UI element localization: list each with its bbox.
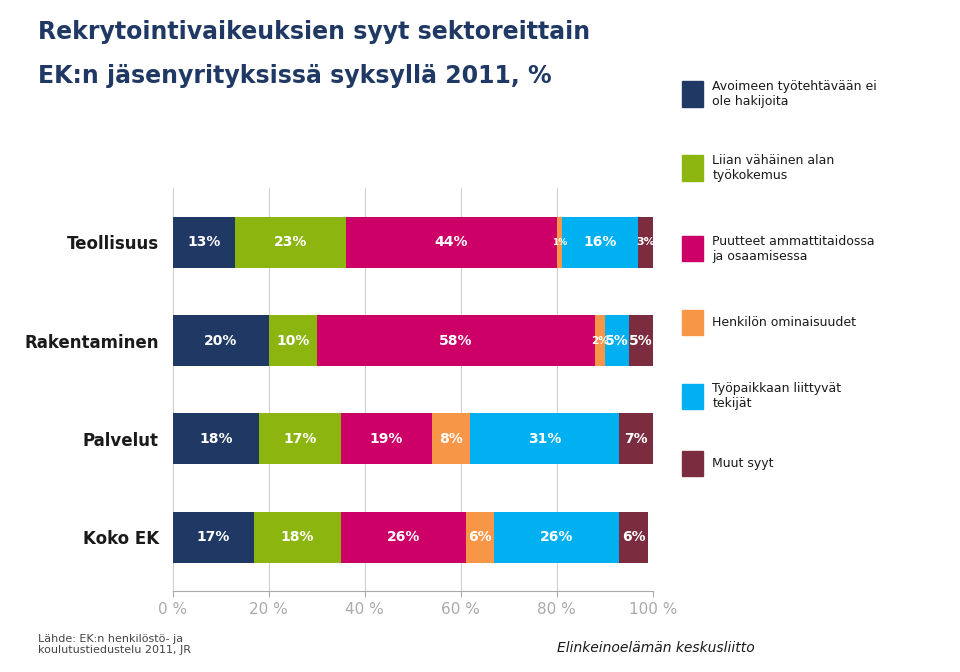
Text: 6%: 6% [468, 530, 492, 544]
Text: Avoimeen työtehtävään ei
ole hakijoita: Avoimeen työtehtävään ei ole hakijoita [712, 80, 877, 108]
Bar [605, 315, 629, 366]
Bar [254, 511, 341, 563]
Bar [619, 511, 648, 563]
Text: 18%: 18% [200, 432, 232, 446]
Text: Henkilön ominaisuudet: Henkilön ominaisuudet [712, 316, 856, 329]
Bar [341, 511, 466, 563]
Text: 23%: 23% [274, 235, 307, 249]
Bar [557, 216, 562, 268]
Bar [173, 315, 269, 366]
Text: 13%: 13% [187, 235, 221, 249]
Text: 2%: 2% [591, 335, 609, 345]
Bar [173, 216, 235, 268]
Text: EK:n jäsenyrityksissä syksyllä 2011, %: EK:n jäsenyrityksissä syksyllä 2011, % [38, 64, 552, 88]
Bar [619, 413, 653, 464]
Text: 1%: 1% [552, 238, 566, 247]
Bar [235, 216, 346, 268]
Text: 5%: 5% [605, 333, 629, 347]
Text: 8%: 8% [440, 432, 463, 446]
Text: 18%: 18% [281, 530, 314, 544]
Bar [629, 315, 653, 366]
Bar [341, 413, 432, 464]
Bar [173, 511, 254, 563]
Text: 44%: 44% [435, 235, 468, 249]
Text: Elinkeinoelämän keskusliitto: Elinkeinoelämän keskusliitto [557, 641, 755, 655]
Text: 16%: 16% [584, 235, 616, 249]
Text: Liian vähäinen alan
työkokemus: Liian vähäinen alan työkokemus [712, 154, 834, 182]
Bar [173, 413, 259, 464]
Bar [466, 511, 494, 563]
Bar [595, 315, 605, 366]
Text: 17%: 17% [283, 432, 317, 446]
Bar [259, 413, 341, 464]
Text: Muut syyt: Muut syyt [712, 457, 774, 470]
Text: 3%: 3% [636, 237, 655, 247]
Text: 26%: 26% [387, 530, 420, 544]
Bar [317, 315, 595, 366]
Bar [346, 216, 557, 268]
Text: Puutteet ammattitaidossa
ja osaamisessa: Puutteet ammattitaidossa ja osaamisessa [712, 235, 875, 263]
Text: 31%: 31% [528, 432, 562, 446]
Bar [562, 216, 638, 268]
Text: 17%: 17% [197, 530, 230, 544]
Text: 5%: 5% [629, 333, 653, 347]
Text: 19%: 19% [370, 432, 403, 446]
Bar [494, 511, 619, 563]
Text: 7%: 7% [624, 432, 648, 446]
Text: 26%: 26% [540, 530, 573, 544]
Text: 58%: 58% [440, 333, 472, 347]
Text: Lähde: EK:n henkilöstö- ja
koulutustiedustelu 2011, JR: Lähde: EK:n henkilöstö- ja koulutustiedu… [38, 634, 191, 655]
Text: 6%: 6% [622, 530, 645, 544]
Text: 10%: 10% [276, 333, 309, 347]
Text: Työpaikkaan liittyvät
tekijät: Työpaikkaan liittyvät tekijät [712, 382, 842, 411]
Bar [638, 216, 653, 268]
Text: 20%: 20% [204, 333, 237, 347]
Bar [432, 413, 470, 464]
Bar [269, 315, 317, 366]
Bar [470, 413, 619, 464]
Text: Rekrytointivaikeuksien syyt sektoreittain: Rekrytointivaikeuksien syyt sektoreittai… [38, 20, 590, 44]
